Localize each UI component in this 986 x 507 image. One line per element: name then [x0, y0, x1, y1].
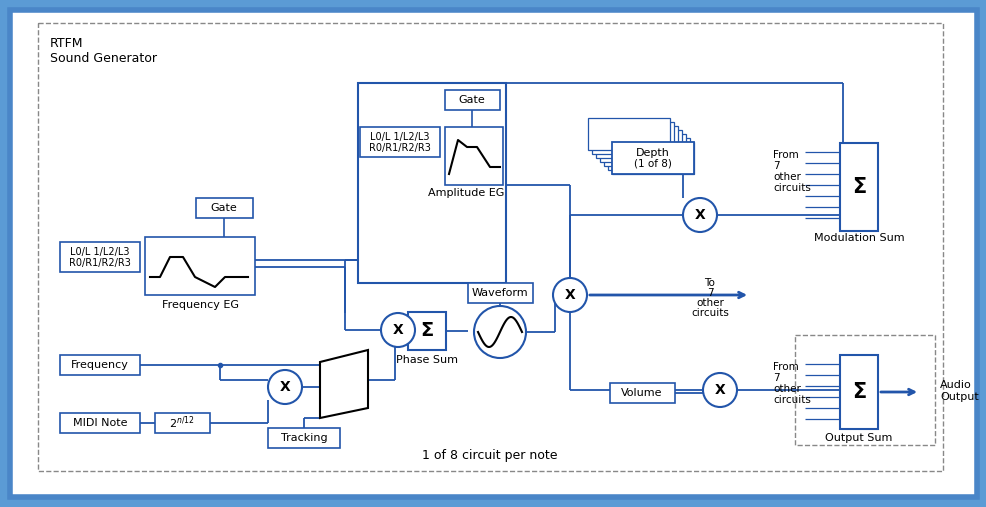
Circle shape: [702, 373, 737, 407]
Text: circuits: circuits: [690, 308, 729, 318]
Text: Sound Generator: Sound Generator: [50, 52, 157, 65]
Bar: [407, 312, 446, 350]
Bar: [599, 130, 681, 162]
Circle shape: [552, 278, 587, 312]
Bar: [588, 118, 669, 150]
Text: X: X: [564, 288, 575, 302]
Text: circuits: circuits: [772, 183, 810, 193]
Text: X: X: [392, 323, 403, 337]
Text: Output: Output: [939, 392, 978, 402]
Text: Audio: Audio: [939, 380, 971, 390]
Text: Volume: Volume: [620, 388, 662, 398]
Text: X: X: [279, 380, 290, 394]
Bar: [60, 413, 140, 433]
Text: X: X: [714, 383, 725, 397]
Bar: [794, 335, 934, 445]
Text: Σ: Σ: [420, 321, 433, 341]
Text: Phase Sum: Phase Sum: [395, 355, 458, 365]
Text: Gate: Gate: [210, 203, 238, 213]
Text: 7: 7: [706, 288, 713, 298]
Text: From: From: [772, 362, 798, 372]
Polygon shape: [319, 350, 368, 418]
Bar: [607, 138, 689, 170]
Text: other: other: [695, 298, 723, 308]
Text: Tracking: Tracking: [280, 433, 327, 443]
Text: Frequency: Frequency: [71, 360, 129, 370]
Bar: [839, 143, 878, 231]
Text: R0/R1/R2/R3: R0/R1/R2/R3: [69, 258, 131, 268]
Bar: [592, 122, 673, 154]
Bar: [358, 83, 506, 283]
Circle shape: [473, 306, 526, 358]
Bar: [445, 127, 503, 185]
Text: R0/R1/R2/R3: R0/R1/R2/R3: [369, 143, 431, 153]
Circle shape: [682, 198, 716, 232]
Text: Modulation Sum: Modulation Sum: [812, 233, 903, 243]
Bar: [596, 126, 677, 158]
Bar: [145, 237, 254, 295]
Bar: [360, 127, 440, 157]
Text: RTFM: RTFM: [50, 37, 84, 50]
Circle shape: [381, 313, 414, 347]
Circle shape: [268, 370, 302, 404]
Bar: [603, 134, 685, 166]
Text: From: From: [772, 150, 798, 160]
Text: other: other: [772, 384, 800, 394]
Text: MIDI Note: MIDI Note: [73, 418, 127, 428]
Bar: [60, 242, 140, 272]
Text: To: To: [704, 278, 715, 288]
Text: 1 of 8 circuit per note: 1 of 8 circuit per note: [422, 449, 557, 461]
Text: Amplitude EG: Amplitude EG: [427, 188, 504, 198]
Text: Σ: Σ: [851, 177, 866, 197]
Bar: [467, 283, 532, 303]
Text: Frequency EG: Frequency EG: [162, 300, 239, 310]
Text: Output Sum: Output Sum: [824, 433, 891, 443]
Bar: [268, 428, 339, 448]
Text: $2^{n/12}$: $2^{n/12}$: [169, 415, 194, 431]
Bar: [60, 355, 140, 375]
Text: X: X: [694, 208, 705, 222]
Text: Depth: Depth: [635, 148, 669, 158]
Text: Σ: Σ: [851, 382, 866, 402]
Text: other: other: [772, 172, 800, 182]
Bar: [839, 355, 878, 429]
Bar: [196, 198, 252, 218]
Bar: [611, 142, 693, 174]
Bar: [155, 413, 210, 433]
Text: 7: 7: [772, 161, 779, 171]
Text: 7: 7: [772, 373, 779, 383]
Bar: [611, 142, 693, 174]
Text: L0/L 1/L2/L3: L0/L 1/L2/L3: [70, 247, 129, 257]
Bar: [609, 383, 674, 403]
Text: Gate: Gate: [458, 95, 485, 105]
Text: (1 of 8): (1 of 8): [633, 159, 671, 169]
Text: L0/L 1/L2/L3: L0/L 1/L2/L3: [370, 132, 429, 142]
Text: Waveform: Waveform: [471, 288, 528, 298]
Bar: [38, 23, 942, 471]
Bar: [445, 90, 500, 110]
Text: circuits: circuits: [772, 395, 810, 405]
